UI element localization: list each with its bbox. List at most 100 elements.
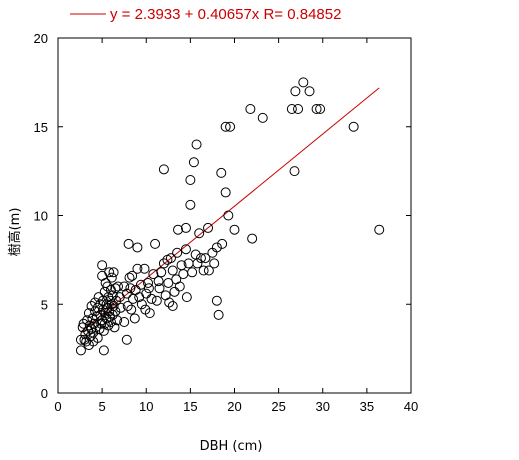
data-point [124, 272, 135, 283]
data-point [153, 276, 164, 287]
data-point [298, 77, 309, 88]
data-point [129, 313, 140, 324]
data-point [126, 304, 137, 315]
data-point [106, 272, 117, 283]
data-point [143, 277, 154, 288]
data-point [104, 267, 115, 278]
data-point [125, 283, 136, 294]
data-point [213, 309, 224, 320]
data-point [169, 286, 180, 297]
data-point [245, 104, 256, 114]
data-point [123, 238, 134, 249]
x-tick-label: 25 [271, 399, 285, 414]
x-tick-label: 35 [360, 399, 374, 414]
data-point [75, 345, 86, 356]
data-point [225, 121, 236, 132]
data-point [203, 265, 214, 276]
y-tick-label: 5 [41, 297, 48, 312]
data-point [211, 295, 222, 306]
data-point [128, 293, 139, 304]
data-point [290, 86, 301, 97]
data-point [191, 139, 202, 150]
data-point [132, 263, 143, 274]
data-point [180, 222, 191, 233]
data-point [121, 288, 132, 299]
data-point [96, 318, 107, 329]
data-point [151, 295, 162, 306]
x-tick-label: 30 [316, 399, 330, 414]
data-point [90, 297, 101, 308]
x-tick-label: 20 [227, 399, 241, 414]
x-tick-label: 15 [183, 399, 197, 414]
data-point [217, 238, 228, 249]
data-point [144, 308, 155, 319]
data-point [195, 253, 206, 264]
y-tick-label: 15 [34, 120, 48, 135]
data-point [150, 238, 161, 249]
data-point [113, 281, 124, 292]
data-point [187, 267, 198, 278]
data-point [211, 242, 222, 253]
data-point [108, 301, 119, 312]
y-tick-label: 20 [34, 31, 48, 46]
x-tick-label: 5 [99, 399, 106, 414]
data-point [180, 244, 191, 255]
data-point [158, 164, 169, 175]
data-point [136, 299, 147, 310]
data-point [112, 315, 123, 326]
data-point [289, 166, 300, 177]
data-point [286, 104, 297, 114]
data-point [101, 299, 112, 310]
data-point [229, 224, 240, 235]
data-point [139, 263, 150, 274]
data-point [111, 295, 122, 306]
data-point [304, 86, 315, 97]
x-tick-label: 10 [139, 399, 153, 414]
data-point [105, 317, 116, 327]
data-point [127, 270, 138, 281]
data-point [143, 283, 154, 294]
y-axis-title: 樹高(m) [7, 208, 23, 257]
x-axis-title: DBH (cm) [200, 439, 263, 454]
data-point [181, 292, 192, 303]
data-point [141, 288, 152, 299]
data-points [75, 77, 385, 356]
data-point [194, 228, 205, 239]
data-point [108, 267, 119, 278]
data-point [348, 121, 359, 132]
data-point [119, 317, 130, 327]
data-point [173, 224, 184, 235]
data-point [119, 281, 130, 292]
data-point [311, 104, 322, 114]
data-point [223, 210, 234, 221]
data-point [98, 345, 109, 356]
data-point [132, 242, 143, 253]
data-point [188, 157, 199, 168]
y-tick-label: 10 [34, 209, 48, 224]
data-point [78, 318, 89, 329]
data-point [192, 258, 203, 269]
data-point [198, 265, 209, 276]
data-point [94, 324, 105, 335]
fit-equation-label: y = 2.3933 + 0.40657x R= 0.84852 [110, 6, 341, 23]
data-point [185, 199, 196, 210]
data-point [203, 222, 214, 233]
data-point [97, 270, 108, 281]
data-point [220, 187, 231, 198]
data-point [160, 290, 171, 301]
data-point [200, 253, 211, 264]
y-tick-label: 0 [41, 386, 48, 401]
data-point [293, 104, 304, 114]
data-point [122, 301, 133, 312]
data-point [158, 258, 169, 269]
data-point [92, 302, 103, 313]
data-point [167, 265, 178, 276]
data-point [165, 253, 176, 264]
data-point [85, 331, 96, 342]
data-point [209, 258, 220, 269]
data-point [178, 269, 189, 280]
data-point [174, 281, 185, 292]
data-point [98, 304, 109, 315]
data-point [315, 104, 326, 114]
